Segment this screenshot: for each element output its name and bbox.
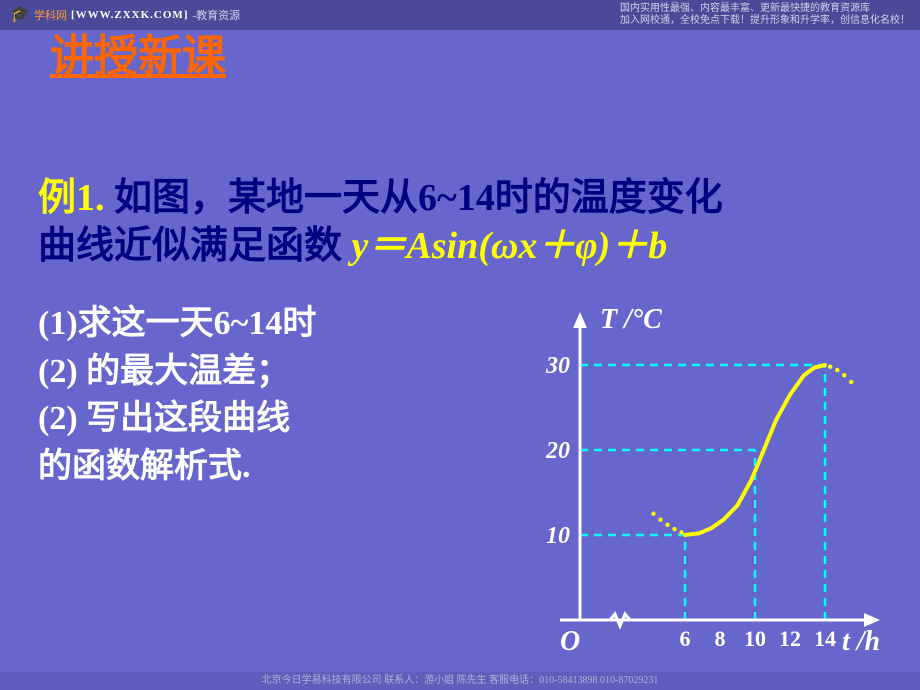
svg-text:10: 10 [546, 523, 570, 549]
svg-text:8: 8 [715, 626, 726, 651]
graduation-cap-icon [10, 8, 30, 22]
q2b: 的函数解析式. [38, 448, 251, 485]
banner-right: 国内实用性最强、内容最丰富、更新最快捷的教育资源库 加入网校通，全校免点下载！提… [620, 3, 910, 27]
example-label: 例1. [38, 177, 105, 219]
svg-text:12: 12 [779, 626, 801, 651]
example-block: 例1. 如图，某地一天从6~14时的温度变化 曲线近似满足函数 y＝Asin(ω… [38, 175, 880, 270]
example-line2: 曲线近似满足函数 [38, 225, 352, 267]
svg-text:O: O [560, 626, 580, 657]
svg-text:14: 14 [814, 626, 836, 651]
footer-text: 北京今日学易科技有限公司 联系人：游小姐 陈先生 客服电话：010-584138… [0, 672, 920, 690]
banner-line1: 国内实用性最强、内容最丰富、更新最快捷的教育资源库 [620, 3, 910, 15]
q2-line2: 的函数解析式. [38, 443, 478, 491]
temperature-chart: 10 20 30 68 10 12 14 T /°C t /h O [520, 300, 890, 660]
svg-text:30: 30 [545, 353, 570, 379]
svg-text:20: 20 [545, 438, 570, 464]
q1-line2: (2) 的最大温差； [38, 348, 478, 396]
svg-text:t /h: t /h [842, 626, 880, 657]
example-func: y＝Asin(ωx＋φ)＋b [352, 225, 668, 267]
questions-block: (1)求这一天6~14时 (2) 的最大温差； (2) 写出这段曲线 的函数解析… [38, 300, 478, 490]
example-line1: 如图，某地一天从6~14时的温度变化 [105, 177, 723, 219]
q1-line1: (1)求这一天6~14时 [38, 300, 478, 348]
svg-text:10: 10 [744, 626, 766, 651]
q1a: (1)求这一天6~14时 [38, 305, 316, 342]
q2-line1: (2) 写出这段曲线 [38, 395, 478, 443]
svg-text:T /°C: T /°C [600, 304, 662, 335]
q1b: (2) 的最大温差； [38, 353, 290, 390]
banner-line2: 加入网校通，全校免点下载！提升形象和升学率，创信息化名校！ [620, 15, 910, 27]
svg-text:6: 6 [680, 626, 691, 651]
q2a: (2) 写出这段曲线 [38, 400, 290, 437]
section-title: 讲授新课 [50, 20, 226, 84]
